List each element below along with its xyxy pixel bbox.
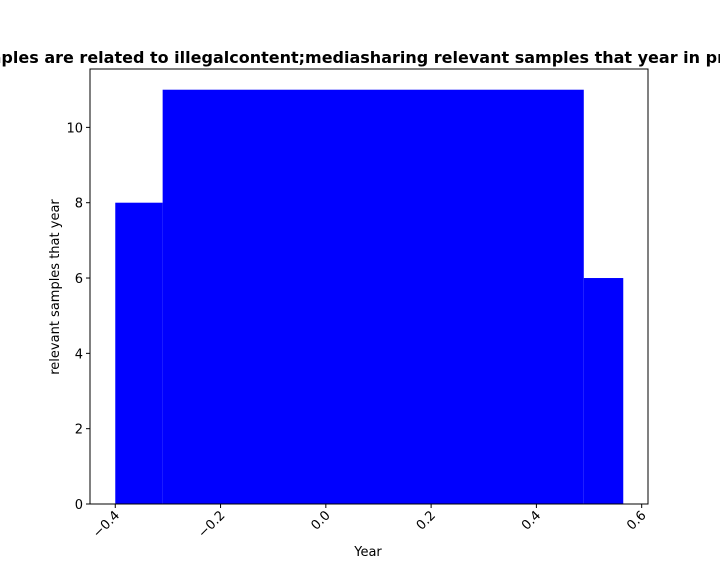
plot-frame: [89, 68, 649, 505]
y-axis: 0 2 4 6 8 10: [66, 121, 90, 513]
y-tick-label: 0: [75, 498, 83, 513]
x-axis-label: Year: [353, 545, 382, 560]
bar-1: [162, 89, 584, 504]
y-axis-label: relevant samples that year: [48, 199, 63, 375]
x-tick-label: −0.2: [195, 508, 228, 541]
x-tick-label: 0.4: [519, 508, 544, 533]
chart-title: Samples are related to illegalcontent;me…: [0, 48, 720, 67]
x-tick-label: 0.6: [624, 508, 649, 533]
x-tick-label: −0.4: [90, 508, 123, 541]
x-tick-label: 0.0: [308, 508, 333, 533]
y-tick-label: 8: [75, 197, 83, 212]
y-tick-label: 4: [75, 347, 83, 362]
x-axis: −0.4 −0.2 0.0 0.2 0.4 0.6: [90, 504, 650, 541]
y-tick-label: 6: [75, 272, 83, 287]
x-tick-label: 0.2: [414, 508, 439, 533]
y-tick-label: 2: [75, 423, 83, 438]
bar-2: [583, 278, 624, 504]
y-tick-label: 10: [66, 121, 83, 136]
bar-0: [115, 202, 163, 504]
bars-group: [115, 89, 624, 504]
